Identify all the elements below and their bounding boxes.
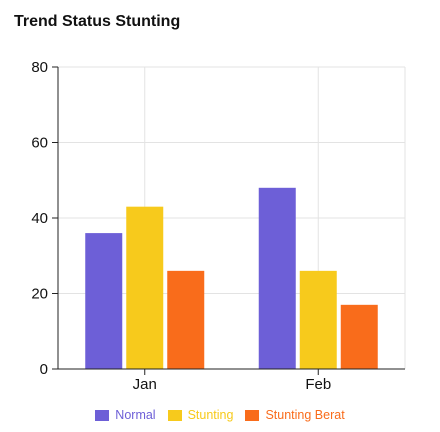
axes: [52, 66, 405, 375]
y-tick-label: 80: [31, 59, 48, 76]
legend-swatch: [245, 409, 260, 421]
y-tick-label: 20: [31, 286, 48, 303]
bar-stunting-berat-feb: [340, 304, 378, 369]
legend-swatch: [167, 409, 182, 421]
chart-title: Trend Status Stunting: [14, 13, 181, 30]
x-tick-label: Jan: [133, 376, 157, 393]
x-tick-label: Feb: [305, 376, 331, 393]
legend-item[interactable]: Normal: [95, 408, 156, 422]
y-tick-label: 40: [31, 210, 48, 227]
bar-normal-feb: [258, 187, 296, 369]
legend-label: Stunting Berat: [265, 408, 345, 422]
legend-swatch: [95, 409, 110, 421]
y-tick-label: 60: [31, 135, 48, 152]
chart-legend: Normal Stunting Stunting Berat: [0, 408, 440, 424]
legend-label: Stunting: [187, 408, 234, 422]
legend-item[interactable]: Stunting Berat: [245, 408, 345, 422]
legend-label: Normal: [115, 408, 156, 422]
bar-normal-jan: [85, 233, 123, 369]
legend-item[interactable]: Stunting: [167, 408, 234, 422]
bar-stunting-berat-jan: [167, 270, 205, 369]
bar-chart: 0 20 40 60 80 Jan Feb: [31, 59, 406, 393]
bar-stunting-jan: [126, 206, 164, 369]
y-tick-label: 0: [40, 361, 48, 378]
tick-labels: 0 20 40 60 80 Jan Feb: [31, 59, 331, 393]
bar-group: [85, 187, 378, 369]
bar-stunting-feb: [299, 270, 337, 369]
